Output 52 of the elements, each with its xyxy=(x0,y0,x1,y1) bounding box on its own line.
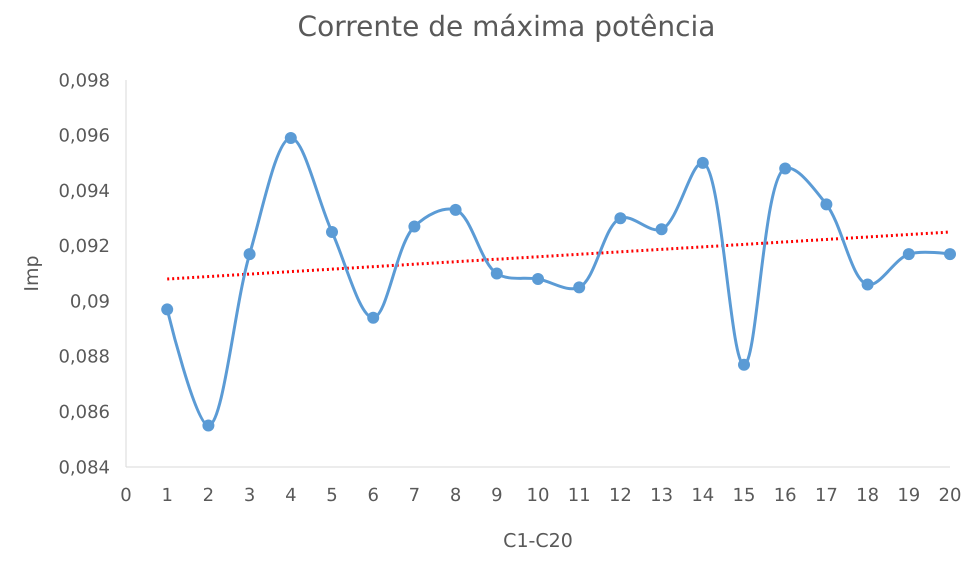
y-tick-label: 0,098 xyxy=(58,70,110,92)
y-tick-label: 0,096 xyxy=(58,126,110,147)
x-tick-label: 15 xyxy=(732,485,756,506)
chart-title: Corrente de máxima potência xyxy=(298,10,716,43)
x-tick-label: 17 xyxy=(814,485,838,506)
x-tick-label: 11 xyxy=(568,485,591,506)
x-tick-label: 18 xyxy=(856,485,880,506)
point xyxy=(490,268,503,280)
x-tick-label: 2 xyxy=(202,485,214,506)
point xyxy=(820,198,832,210)
y-tick-label: 0,086 xyxy=(58,402,110,424)
point xyxy=(326,226,338,238)
point xyxy=(902,248,915,260)
y-tick-label: 0,088 xyxy=(58,346,110,368)
y-tick-label: 0,084 xyxy=(58,457,110,478)
x-tick-label: 13 xyxy=(650,485,674,506)
point xyxy=(779,162,792,174)
x-tick-label: 7 xyxy=(408,485,420,506)
y-tick-label: 0,092 xyxy=(58,236,110,258)
point xyxy=(284,132,297,144)
x-tick-label: 6 xyxy=(367,485,379,506)
point xyxy=(573,281,586,294)
point xyxy=(450,204,462,216)
y-tick-label: 0,09 xyxy=(70,291,110,312)
point xyxy=(614,212,626,224)
x-tick-label: 3 xyxy=(244,485,256,506)
point xyxy=(696,156,709,169)
point xyxy=(202,420,214,432)
y-axis-title: Imp xyxy=(21,255,43,292)
x-tick-label: 10 xyxy=(526,485,550,506)
x-tick-label: 5 xyxy=(326,485,338,506)
point xyxy=(862,278,874,291)
x-tick-label: 12 xyxy=(608,485,632,506)
x-tick-label: 1 xyxy=(161,485,173,506)
point xyxy=(367,312,380,324)
y-tick-label: 0,094 xyxy=(58,180,110,202)
point xyxy=(532,273,544,286)
point xyxy=(738,358,750,371)
x-tick-label: 0 xyxy=(120,485,132,506)
point xyxy=(244,248,256,260)
point xyxy=(656,223,668,236)
x-axis-title: C1-C20 xyxy=(503,530,573,552)
x-tick-label: 4 xyxy=(285,485,297,506)
point xyxy=(408,220,420,233)
x-tick-label: 16 xyxy=(774,485,797,506)
x-tick-label: 8 xyxy=(450,485,462,506)
x-tick-label: 20 xyxy=(938,485,962,506)
x-tick-label: 19 xyxy=(897,485,920,506)
x-tick-label: 14 xyxy=(691,485,714,506)
point xyxy=(161,303,174,316)
x-tick-label: 9 xyxy=(491,485,503,506)
point xyxy=(944,248,956,260)
